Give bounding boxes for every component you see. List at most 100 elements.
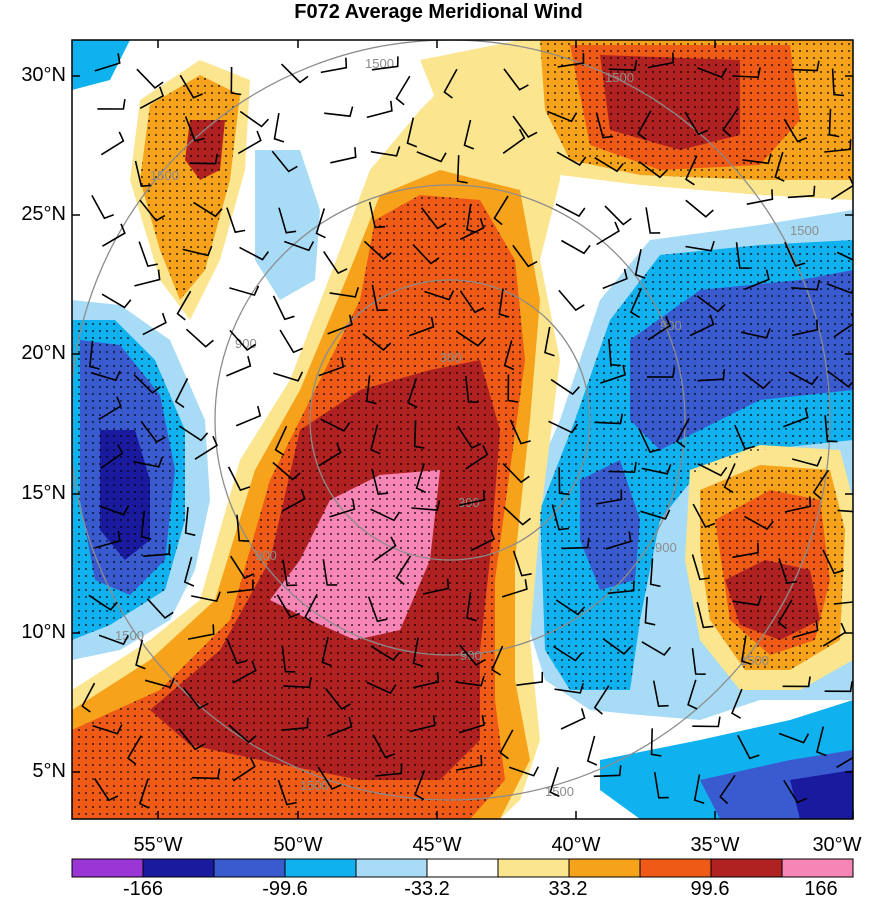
wind-barb bbox=[792, 620, 819, 639]
wind-barb bbox=[91, 195, 114, 220]
wind-barb bbox=[828, 108, 840, 138]
wind-barb bbox=[744, 515, 774, 531]
wind-barb bbox=[692, 716, 721, 728]
wind-barb bbox=[561, 239, 591, 255]
wind-barb bbox=[693, 774, 705, 805]
wind-barb bbox=[791, 279, 821, 291]
wind-barb bbox=[140, 420, 166, 444]
wind-barb bbox=[502, 128, 526, 154]
wind-barb bbox=[455, 330, 486, 347]
wind-barb bbox=[548, 420, 579, 434]
wind-barb bbox=[280, 63, 309, 84]
wind-barb bbox=[723, 463, 736, 494]
range-rings bbox=[72, 40, 831, 801]
wind-barb bbox=[239, 246, 270, 261]
wind-barb bbox=[139, 86, 165, 110]
wind-barb bbox=[732, 595, 762, 606]
wind-barb bbox=[742, 153, 772, 165]
ring-label-1500-h: 1500 bbox=[300, 778, 329, 793]
colorbar-swatch bbox=[213, 858, 286, 878]
significance-stipple-nw bbox=[140, 75, 240, 300]
wind-barb bbox=[649, 558, 661, 588]
significance-stipple-east bbox=[540, 240, 853, 690]
wind-barb bbox=[742, 371, 771, 390]
wind-barb bbox=[824, 681, 853, 693]
wind-barb bbox=[555, 203, 586, 218]
wind-barb bbox=[278, 207, 297, 234]
wind-barb bbox=[783, 779, 808, 804]
wind-barb bbox=[788, 371, 819, 386]
wind-barb bbox=[97, 98, 126, 110]
colorbar-swatch bbox=[497, 858, 570, 878]
wind-barb bbox=[638, 428, 660, 454]
wind-barb bbox=[830, 175, 853, 201]
colorbar-swatch bbox=[426, 858, 499, 878]
wind-barb bbox=[189, 153, 218, 165]
wind-barb bbox=[501, 579, 528, 598]
wind-barb bbox=[732, 67, 761, 79]
wind-barb bbox=[697, 463, 728, 477]
wind-barb bbox=[183, 556, 195, 587]
wind-barb bbox=[697, 369, 726, 382]
wind-barb bbox=[370, 508, 401, 522]
wind-barb bbox=[366, 681, 397, 695]
wind-barb bbox=[318, 356, 345, 377]
wind-barb bbox=[413, 420, 425, 449]
wind-barb bbox=[281, 717, 309, 731]
wind-barb bbox=[365, 375, 377, 405]
wind-barb bbox=[229, 285, 260, 297]
wind-barb bbox=[133, 457, 163, 468]
wind-barb bbox=[503, 68, 529, 91]
wind-barb bbox=[647, 52, 675, 69]
wind-barb bbox=[126, 735, 142, 765]
wind-barb bbox=[443, 68, 458, 99]
colorbar bbox=[71, 858, 854, 878]
wind-barb bbox=[135, 639, 146, 670]
wind-barb bbox=[824, 415, 838, 443]
wind-barb bbox=[692, 503, 716, 528]
wind-barb bbox=[498, 288, 510, 318]
wind-barb bbox=[608, 59, 638, 71]
wind-barb bbox=[687, 679, 698, 710]
colorbar-swatch bbox=[710, 858, 783, 878]
wind-barb bbox=[93, 778, 119, 802]
wind-barb bbox=[777, 599, 793, 630]
wind-barb bbox=[101, 223, 126, 247]
wind-barb bbox=[833, 601, 853, 605]
wind-barb bbox=[607, 580, 635, 595]
wind-barb bbox=[134, 160, 152, 188]
wind-barb bbox=[283, 677, 312, 689]
wind-barb bbox=[734, 424, 756, 450]
wind-barb bbox=[774, 151, 785, 182]
wind-barb bbox=[744, 269, 770, 290]
colorbar-label-pos33: 33.2 bbox=[548, 878, 588, 900]
wind-barb bbox=[691, 554, 710, 581]
wind-barb bbox=[420, 207, 447, 230]
lon-label-55w: 55°W bbox=[133, 834, 183, 856]
wind-barb bbox=[697, 67, 728, 79]
colorbar-swatch bbox=[568, 858, 641, 878]
ring-label-1500-c: 1500 bbox=[790, 223, 819, 238]
wind-barb bbox=[324, 106, 354, 118]
wind-barb bbox=[466, 203, 477, 234]
wind-barb bbox=[226, 579, 254, 594]
wind-barb bbox=[684, 155, 698, 186]
wind-barb bbox=[732, 542, 759, 559]
lon-label-40w: 40°W bbox=[551, 834, 601, 856]
wind-barb bbox=[640, 509, 671, 520]
wind-barb bbox=[274, 425, 288, 456]
wind-barb bbox=[229, 329, 256, 351]
ring-label-1500-d: 1500 bbox=[150, 168, 179, 183]
wind-barb bbox=[691, 648, 706, 675]
lat-label-25n: 25°N bbox=[21, 203, 66, 225]
wind-barb bbox=[100, 444, 124, 469]
wind-barb bbox=[637, 110, 652, 141]
wind-barb bbox=[370, 645, 401, 661]
wind-barb bbox=[696, 601, 714, 629]
wind-barb bbox=[593, 765, 622, 778]
wind-barb bbox=[92, 724, 123, 735]
wind-barb bbox=[740, 328, 771, 339]
lat-label-10n: 10°N bbox=[21, 621, 66, 643]
wind-barb bbox=[675, 418, 690, 448]
